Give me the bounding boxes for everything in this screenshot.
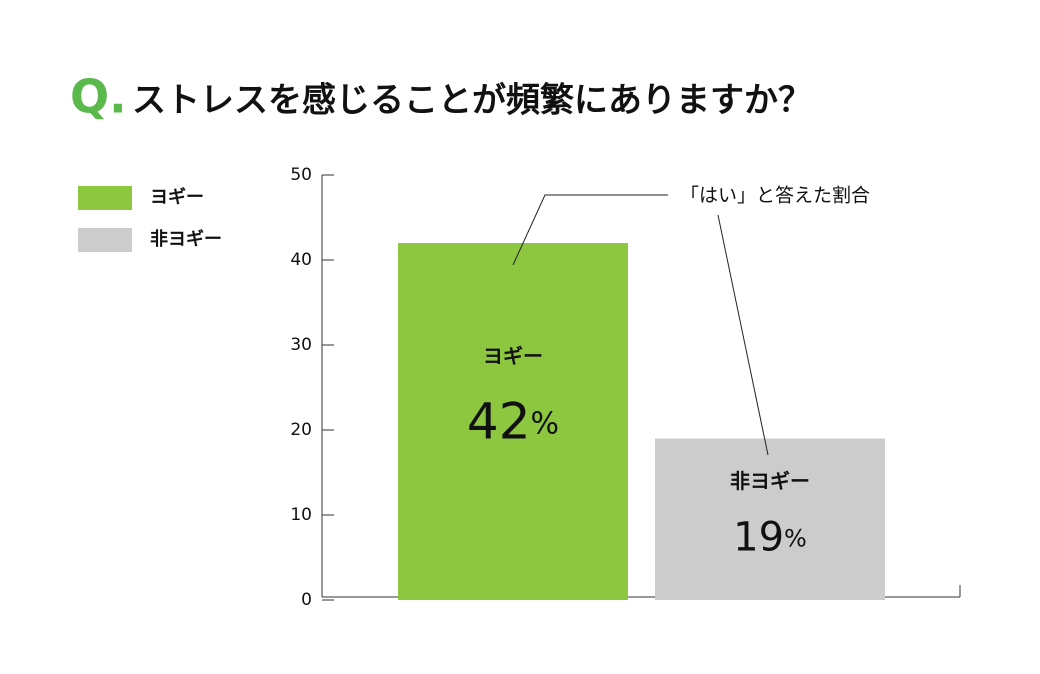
legend-swatch <box>78 186 132 210</box>
y-tick-label: 10 <box>290 505 312 525</box>
y-tick-label: 20 <box>290 420 312 440</box>
legend-label: 非ヨギー <box>150 228 222 250</box>
annotation: 「はい」と答えた割合 <box>680 185 870 207</box>
value-label: 19% <box>733 514 807 560</box>
bar <box>398 243 628 600</box>
y-tick-label: 40 <box>290 250 312 270</box>
question-label: Q. <box>70 70 127 124</box>
y-tick-label: 0 <box>301 590 312 610</box>
annotation-leader <box>717 214 769 456</box>
value-label: 42% <box>467 392 559 450</box>
y-tick-label: 30 <box>290 335 312 355</box>
bar <box>655 438 885 600</box>
annotation-leader <box>512 194 668 266</box>
y-tick-label: 50 <box>290 165 312 185</box>
bar-category-label: 非ヨギー <box>730 469 810 493</box>
legend-label: ヨギー <box>150 187 204 208</box>
bar-category-label: ヨギー <box>483 344 543 368</box>
legend-swatch <box>78 228 132 252</box>
chart-title: ストレスを感じることが頻繁にありますか？ <box>132 81 812 121</box>
